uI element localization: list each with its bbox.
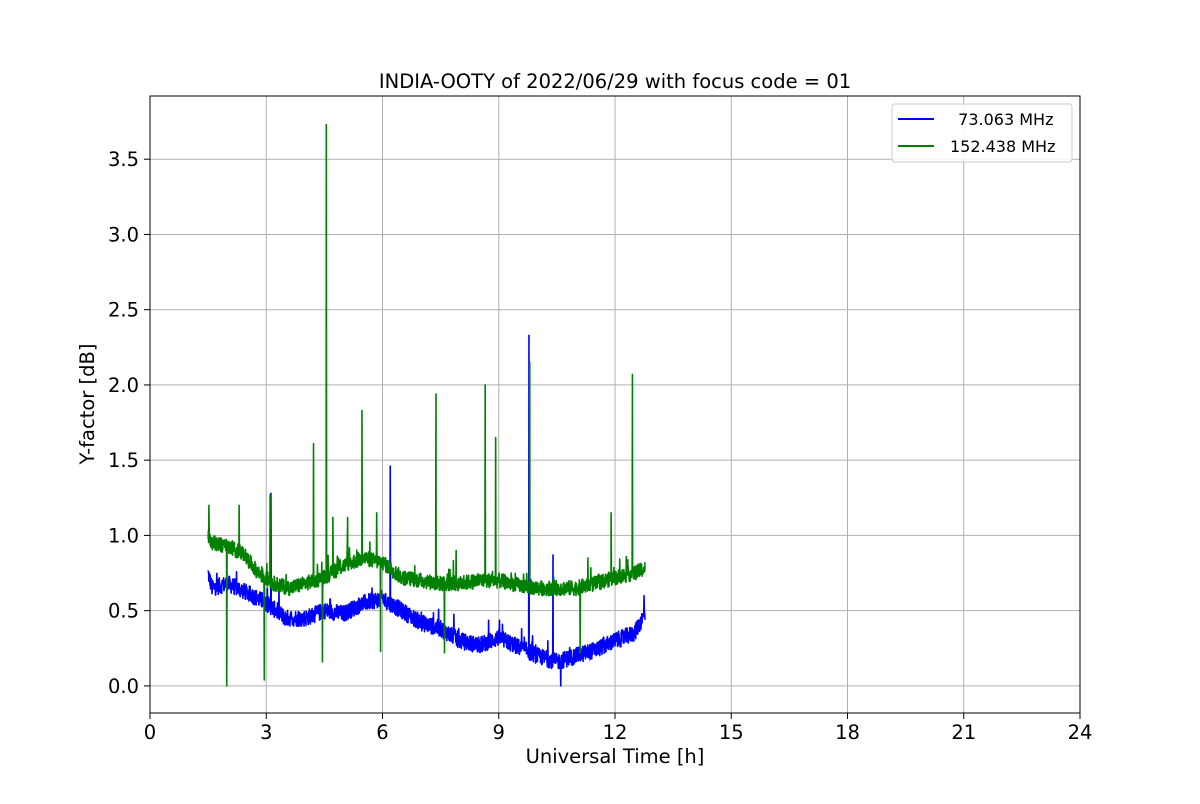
x-tick-label: 18 <box>835 721 860 744</box>
x-tick-label: 9 <box>493 721 505 744</box>
y-tick-label: 0.5 <box>108 600 139 623</box>
y-tick-label: 0.0 <box>108 675 139 698</box>
x-axis-label: Universal Time [h] <box>526 745 705 768</box>
x-tick-label: 0 <box>144 721 156 744</box>
legend-label-152mhz: 152.438 MHz <box>950 137 1055 156</box>
x-tick-label: 6 <box>376 721 388 744</box>
y-axis-label: Y-factor [dB] <box>76 344 99 466</box>
x-tick-label: 3 <box>260 721 272 744</box>
x-tick-label: 21 <box>951 721 976 744</box>
axis-ticks: 0 3 6 9 12 15 18 21 24 0.0 0.5 1.0 1.5 2.0 2.5 3.0 3.5 <box>108 148 1092 744</box>
y-tick-label: 2.0 <box>108 374 139 397</box>
y-tick-label: 3.0 <box>108 223 139 246</box>
y-tick-label: 1.5 <box>108 449 139 472</box>
legend-box <box>891 103 1073 163</box>
grid-lines <box>149 96 1081 713</box>
y-tick-label: 2.5 <box>108 299 139 322</box>
data-series <box>207 123 646 687</box>
chart-title: INDIA-OOTY of 2022/06/29 with focus code… <box>379 70 851 93</box>
x-tick-label: 24 <box>1068 721 1093 744</box>
series-line-0 <box>207 334 646 687</box>
y-tick-label: 3.5 <box>108 148 139 171</box>
legend-label-73mhz: 73.063 MHz <box>948 110 1053 129</box>
series-line-1 <box>207 123 646 687</box>
x-tick-label: 12 <box>603 721 628 744</box>
legend: 73.063 MHz 152.438 MHz <box>891 103 1073 163</box>
y-tick-label: 1.0 <box>108 524 139 547</box>
x-tick-label: 15 <box>719 721 744 744</box>
